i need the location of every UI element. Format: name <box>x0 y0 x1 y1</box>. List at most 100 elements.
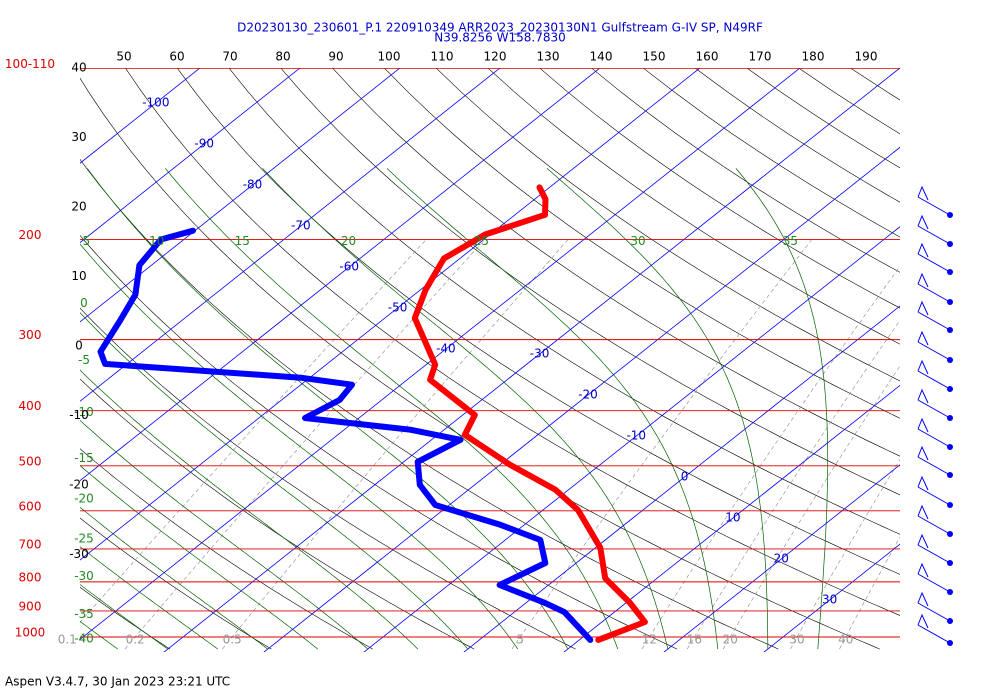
barb-dot <box>947 531 953 537</box>
dry-adiabat <box>80 517 272 650</box>
top-tick-label: 100 <box>378 50 401 64</box>
isotherm-label: -60 <box>339 260 359 274</box>
chart-title: D20230130_230601_P.1 220910349 ARR2023_2… <box>237 21 763 35</box>
barb-flag <box>917 242 929 258</box>
footer: Aspen V3.4.7, 30 Jan 2023 23:21 UTC <box>5 675 230 689</box>
y-tick-label: 100-110 <box>5 57 55 71</box>
barb-staff <box>917 602 951 622</box>
isotherm-label: -30 <box>530 347 550 361</box>
top-tick-label: 80 <box>275 50 290 64</box>
moist-adiabat-label: 10 <box>149 234 164 248</box>
dry-adiabat <box>80 448 373 650</box>
moist-adiabat-label: -25 <box>74 531 94 545</box>
barb-flag <box>917 330 929 346</box>
barb-dot <box>947 357 953 363</box>
isotherm <box>563 384 900 652</box>
barb-flag <box>917 417 929 433</box>
barb-staff <box>917 515 951 535</box>
barb-staff <box>917 196 951 216</box>
barb-dot <box>947 212 953 218</box>
y-tick-label: 800 <box>19 570 42 584</box>
mixing-ratio-label: 20 <box>723 633 738 647</box>
mixing-ratio-line <box>722 365 900 650</box>
top-tick-label: 140 <box>590 50 613 64</box>
dry-adiabat <box>591 68 900 273</box>
isotherm-label: 10 <box>725 511 740 525</box>
left-tick-label: 0 <box>75 339 83 353</box>
barb-dot <box>947 640 953 646</box>
barb-dot <box>947 327 953 333</box>
isotherm <box>763 543 900 652</box>
top-tick-label: 170 <box>749 50 772 64</box>
moist-adiabat-label: 15 <box>235 234 250 248</box>
moist-adiabat-label: 0 <box>80 296 88 310</box>
isotherm-label: -100 <box>142 96 169 110</box>
barb-flag <box>917 214 929 230</box>
profiles <box>97 184 648 643</box>
dry-adiabat <box>125 68 900 616</box>
mixing-ratio-line <box>511 239 813 650</box>
barb-dot <box>947 299 953 305</box>
isotherm-label: 20 <box>774 552 789 566</box>
barb-staff <box>917 456 951 476</box>
mixing-ratio-line <box>839 536 900 650</box>
isotherm <box>363 226 900 652</box>
moist-adiabat-label: -35 <box>74 607 94 621</box>
barb-flag <box>917 185 929 201</box>
top-tick-label: 150 <box>643 50 666 64</box>
top-tick-label: 190 <box>855 50 878 64</box>
mixing-ratio-label: 0.5 <box>223 633 242 647</box>
top-tick-label: 60 <box>169 50 184 64</box>
moist-adiabat-label: -30 <box>74 569 94 583</box>
barb-dot <box>947 472 953 478</box>
isotherm <box>80 68 601 482</box>
dry-adiabat <box>695 68 900 203</box>
isotherm-label: 0 <box>681 470 689 484</box>
y-tick-label: 700 <box>19 537 42 551</box>
dry-adiabat <box>539 68 900 309</box>
dry-adiabat <box>332 68 900 457</box>
moist-adiabat-label: -20 <box>74 491 94 505</box>
dry-adiabat <box>384 68 900 419</box>
isotherm-label: -50 <box>388 301 408 315</box>
barb-dot <box>947 241 953 247</box>
moist-adiabat-label: 25 <box>474 234 489 248</box>
barb-flag <box>917 504 929 520</box>
chart-subtitle: N39.8256 W158.7830 <box>434 31 566 45</box>
barb-flag <box>917 300 929 316</box>
moist-adiabat-label: 20 <box>341 234 356 248</box>
top-tick-label: 50 <box>116 50 131 64</box>
grid <box>0 68 900 652</box>
dry-adiabat <box>0 68 69 649</box>
y-tick-label: 500 <box>19 454 42 468</box>
y-tick-label: 1000 <box>15 626 46 640</box>
barb-flag <box>917 272 929 288</box>
barb-flag <box>917 388 929 404</box>
mixing-ratio-label: 16 <box>687 633 702 647</box>
isotherm-label: -90 <box>194 137 214 151</box>
moist-adiabat <box>386 168 719 650</box>
barb-dot <box>947 618 953 624</box>
y-tick-label: 400 <box>19 399 42 413</box>
isotherm-label: -20 <box>578 388 598 402</box>
left-tick-label: 10 <box>71 269 86 283</box>
barb-flag <box>917 562 929 578</box>
barb-dot <box>947 444 953 450</box>
barb-dot <box>947 269 953 275</box>
moist-adiabat <box>546 168 769 650</box>
top-tick-label: 120 <box>484 50 507 64</box>
mixing-ratio-line <box>790 458 900 650</box>
mixing-ratio-line <box>80 239 427 624</box>
isotherm-label: -80 <box>243 178 263 192</box>
barb-dot <box>947 560 953 566</box>
barb-flag <box>917 475 929 491</box>
profile-line <box>411 184 648 643</box>
isotherm <box>663 464 900 652</box>
mixing-ratio-line <box>641 265 900 650</box>
left-tick-label: 30 <box>71 130 86 144</box>
moist-adiabat-label: -5 <box>78 353 90 367</box>
moist-adiabat-label: -10 <box>74 405 94 419</box>
isotherm <box>80 68 201 164</box>
mixing-ratio-label: 0.2 <box>126 633 145 647</box>
